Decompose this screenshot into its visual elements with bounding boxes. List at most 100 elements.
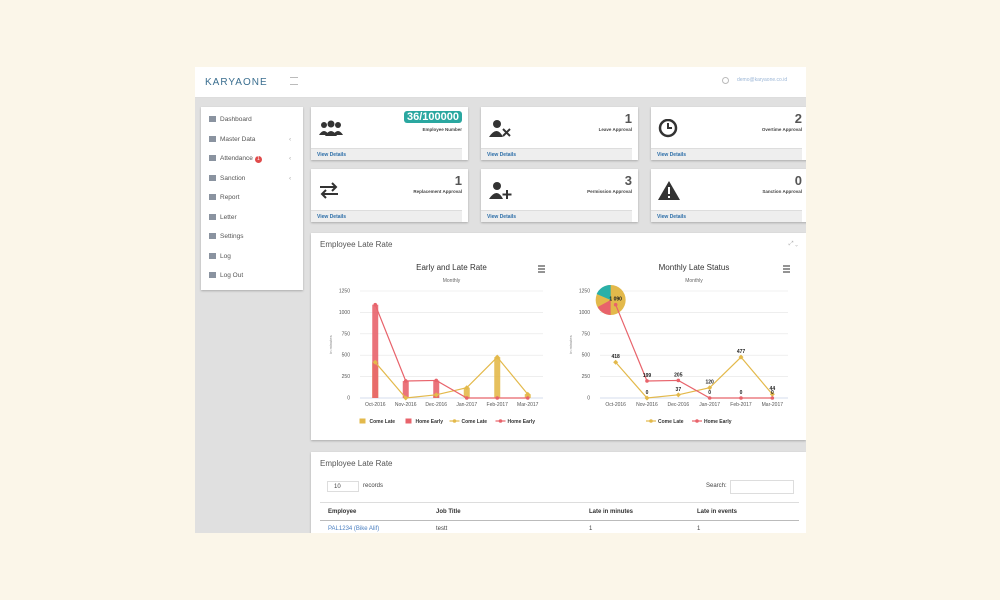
menu-icon [209,272,216,278]
legend-swatch [405,418,412,424]
menu-label: Report [220,194,240,201]
stat-card: 36/100000 Employee Number View Details [311,107,468,160]
data-label: 120 [705,380,714,386]
card-icon [658,181,680,200]
card-icon [658,119,678,138]
legend-swatch [452,419,457,423]
column-header[interactable]: Late in minutes [589,509,634,515]
menu-icon [209,194,216,200]
menu-label: Letter [220,213,237,221]
menu-icon [209,155,216,161]
search-label: Search: [706,483,727,489]
data-label: 477 [737,349,746,355]
column-header[interactable]: Job Title [436,509,461,515]
card-label: Overtime Approval [761,127,802,132]
x-tick-label: Dec-2016 [667,402,689,408]
marker [739,396,743,400]
card-value: 2 [794,111,802,126]
marker [464,396,469,400]
data-label: 1 090 [609,297,622,303]
app-window: KARYAONE demo@karyaone.co.id Dashboard Ma… [195,67,806,533]
card-link[interactable]: View Details [311,148,462,160]
y-tick-label: 250 [342,374,351,380]
menu-item[interactable]: Dashboard [209,116,252,123]
menu-icon [209,252,216,259]
menu-item[interactable]: Report [209,194,240,201]
menu-label: Log Out [220,272,244,279]
data-label: 0 [740,390,743,396]
search-icon[interactable] [722,77,729,84]
column-header[interactable]: Late in events [697,509,738,515]
user-email[interactable]: demo@karyaone.co.id [737,77,788,83]
menu-label: Attendance [220,155,253,162]
y-tick-label: 500 [582,353,591,359]
legend-label: Home Early [508,419,536,425]
card-link[interactable]: View Details [481,148,632,160]
menu-toggle[interactable] [290,77,298,85]
marker [676,378,681,383]
chart-panel: Employee Late Rate ⤢ ⌄ Early and Late Ra… [311,233,806,440]
legend-label: Come Late [462,419,488,425]
card-value: 36/100000 [404,111,462,123]
chart-menu[interactable] [783,265,790,273]
chart-menu[interactable] [538,265,545,273]
menu-icon [209,213,216,220]
data-label: 0 [708,390,711,396]
card-icon [489,182,512,199]
marker [372,359,378,365]
table-header [320,502,799,521]
table-cell: 1 [589,526,593,532]
stat-card: 0 Sanction Approval View Details [651,169,806,222]
page-length-select[interactable]: 10 [327,481,359,492]
top-bar: KARYAONE demo@karyaone.co.id [195,67,806,98]
menu-item[interactable]: Log [209,252,231,260]
y-tick-label: 0 [587,396,590,402]
x-tick-label: Feb-2017 [730,402,752,408]
x-tick-label: Nov-2016 [395,402,417,408]
menu-item[interactable]: Letter [209,213,237,221]
y-tick-label: 500 [342,353,351,359]
x-tick-label: Jan-2017 [699,402,720,408]
bar [463,387,470,398]
stat-card: 2 Overtime Approval View Details [651,107,806,160]
card-link[interactable]: View Details [651,148,802,160]
line [374,356,529,399]
menu-icon [209,135,216,142]
column-header[interactable]: Employee [328,509,357,515]
marker [464,385,470,391]
chart-subtitle: Monthly [443,278,461,284]
menu-item[interactable]: Attendance 1 ‹ [209,155,291,163]
marker [525,391,531,397]
line [374,304,528,399]
menu-item[interactable]: Sanction ‹ [209,174,291,182]
data-label: 0 [646,390,649,396]
menu-item[interactable]: Settings [209,233,244,240]
card-value: 1 [454,173,462,188]
menu-item[interactable]: Log Out [209,272,243,279]
data-label: 199 [643,373,652,379]
menu-icon [209,174,216,181]
x-tick-label: Jan-2017 [456,402,477,408]
menu-item[interactable]: Master Data ‹ [209,135,291,143]
employee-link[interactable]: PAL1234 (Bike Alif) [328,526,380,532]
search-input[interactable] [730,480,794,494]
panel-tools[interactable]: ⤢ ⌄ [788,241,798,247]
card-link[interactable]: View Details [651,210,802,222]
legend-swatch [359,418,366,424]
marker [707,385,713,391]
marker [738,354,744,360]
card-link[interactable]: View Details [481,210,632,222]
legend-label: Come Late [370,419,396,425]
table-cell: testt [436,526,448,532]
table-cell: 1 [697,526,701,532]
menu-label: Master Data [220,135,256,143]
card-label: Replacement Approval [413,189,462,194]
card-link[interactable]: View Details [311,210,462,222]
stat-card: 1 Leave Approval View Details [481,107,638,160]
card-icon [319,120,343,136]
menu-icon [209,116,216,122]
y-tick-label: 250 [582,374,591,380]
marker [434,378,439,383]
chevron: ‹ [289,135,292,143]
